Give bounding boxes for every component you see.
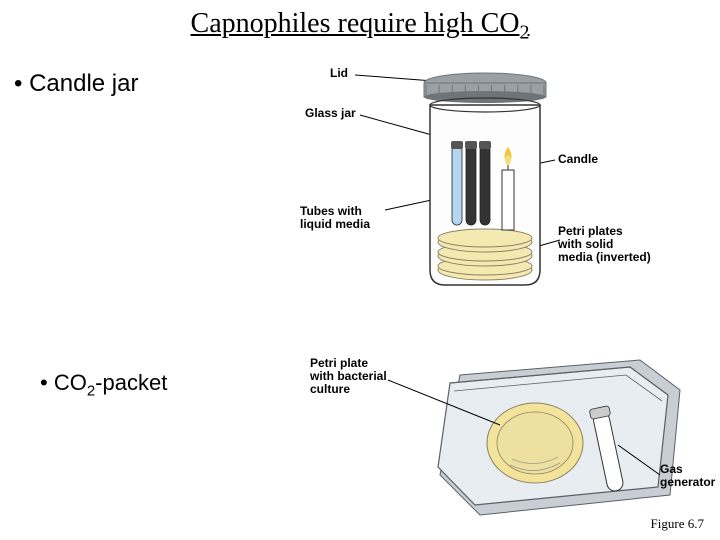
figure-caption: Figure 6.7 bbox=[651, 516, 704, 532]
label-petri-plate: Petri platewith bacterialculture bbox=[310, 357, 390, 397]
label-gas-generator: Gasgenerator bbox=[660, 463, 720, 489]
bullet-candle-jar: • Candle jar bbox=[14, 70, 138, 98]
slide-title: Capnophiles require high CO2 bbox=[0, 8, 720, 45]
bullet2-sub: 2 bbox=[87, 382, 95, 399]
label-petri: Petri plateswith solidmedia (inverted) bbox=[558, 225, 658, 265]
bullet2-post: -packet bbox=[95, 370, 167, 395]
bullet-co2-packet: • CO2-packet bbox=[40, 370, 167, 399]
label-lid: Lid bbox=[330, 67, 348, 80]
title-sub: 2 bbox=[519, 22, 529, 44]
label-tubes: Tubes withliquid media bbox=[300, 205, 385, 231]
candle-jar-diagram: Lid Glass jar Tubes withliquid media Candle… bbox=[300, 55, 610, 335]
label-glass-jar: Glass jar bbox=[305, 107, 356, 120]
title-text: Capnophiles require high CO bbox=[191, 8, 520, 39]
label-candle: Candle bbox=[558, 153, 598, 166]
co2-packet-diagram: Petri platewith bacterialcultureGasgener… bbox=[310, 345, 710, 525]
bullet2-pre: • CO bbox=[40, 370, 87, 395]
